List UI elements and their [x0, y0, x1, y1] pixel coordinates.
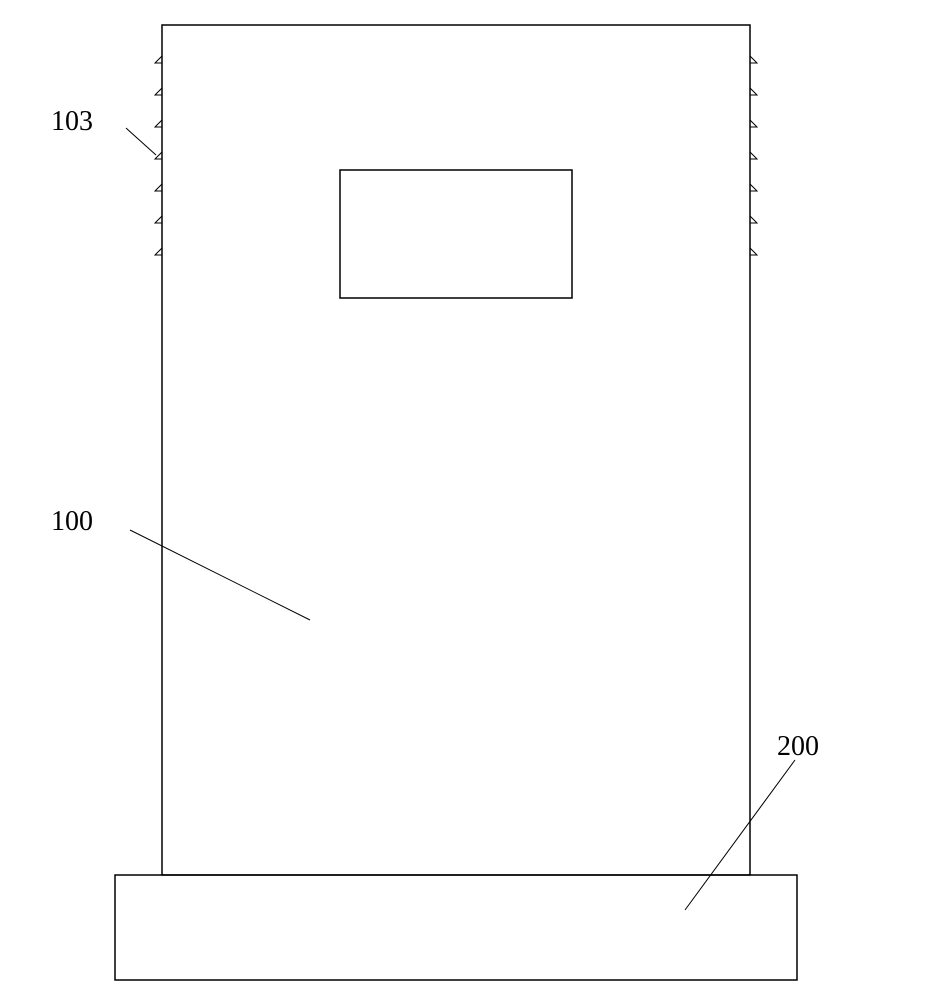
vent-right	[750, 216, 757, 223]
vent-slots	[155, 56, 757, 255]
vent-right	[750, 56, 757, 63]
vent-left	[155, 56, 162, 63]
ref-103-leader	[126, 128, 156, 155]
vent-left	[155, 248, 162, 255]
vent-right	[750, 88, 757, 95]
vent-left	[155, 88, 162, 95]
ref-100-label: 100	[51, 506, 93, 537]
vent-left	[155, 120, 162, 127]
vent-right	[750, 184, 757, 191]
cabinet-body	[162, 25, 750, 875]
vent-right	[750, 120, 757, 127]
base-plate	[115, 875, 797, 980]
cabinet-window	[340, 170, 572, 298]
ref-103-label: 103	[51, 106, 93, 137]
vent-left	[155, 216, 162, 223]
ref-200-label: 200	[777, 731, 819, 762]
vent-left	[155, 152, 162, 159]
ref-100-leader	[130, 530, 310, 620]
vent-left	[155, 184, 162, 191]
vent-right	[750, 248, 757, 255]
diagram-svg: 103 100 200	[0, 0, 925, 1000]
vent-right	[750, 152, 757, 159]
ref-200-leader	[685, 760, 795, 910]
